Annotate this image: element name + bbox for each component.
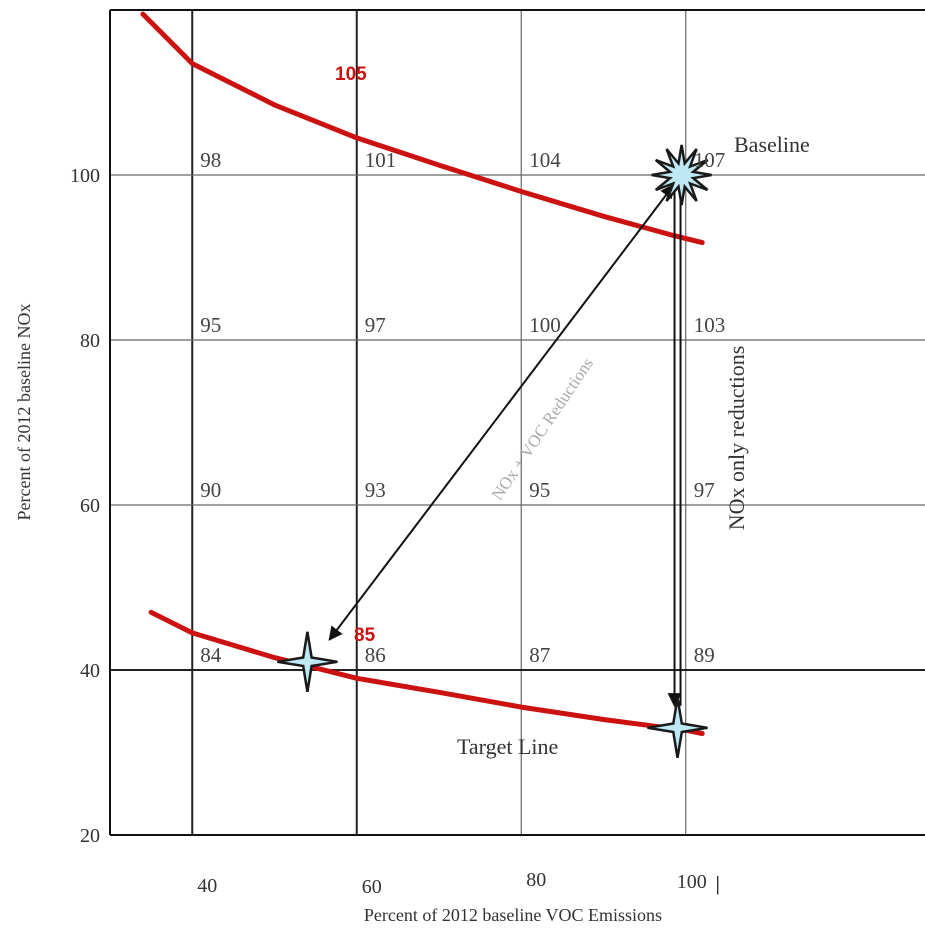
grid-value-60-60: 93: [365, 478, 386, 502]
x-tick-label-40: 40: [197, 875, 217, 897]
grid-value-80-80: 100: [529, 313, 561, 337]
point-nox-only-target: [647, 697, 708, 759]
points: [277, 144, 712, 759]
grid-value-80-60: 95: [529, 478, 550, 502]
curve-105: [140, 11, 705, 246]
baseline-label: Baseline: [734, 132, 810, 157]
point-baseline: [651, 144, 712, 206]
grid-value-40-60: 90: [200, 478, 221, 502]
arrow-nox-voc: [328, 183, 675, 641]
point-nox-voc-target: [277, 631, 338, 693]
plot-frame: [109, 9, 925, 836]
grid-value-100-80: 103: [694, 313, 726, 337]
curves: [140, 11, 705, 736]
x-extra-mark: |: [716, 873, 720, 895]
x-tick-label-60: 60: [362, 876, 382, 898]
y-tick-label-60: 60: [80, 495, 100, 517]
grid-value-100-40: 89: [694, 643, 715, 667]
grid-value-40-100: 98: [200, 148, 221, 172]
grid-value-100-60: 97: [694, 478, 715, 502]
x-tick-label-80: 80: [526, 869, 546, 891]
grid-value-60-100: 101: [365, 148, 397, 172]
y-tick-label-80: 80: [80, 330, 100, 352]
x-axis-title: Percent of 2012 baseline VOC Emissions: [364, 905, 662, 925]
labels: 20 40 60 80 100 40 60 80 100 | Percent of 2012 bas…: [14, 64, 725, 925]
arrows: [328, 183, 682, 708]
curve-label-85: 85: [354, 625, 376, 646]
y-axis-title: Percent of 2012 baseline NOx: [14, 304, 34, 521]
grid-value-100-100: 107: [694, 148, 726, 172]
grid-value-60-80: 97: [365, 313, 386, 337]
x-tick-label-100: 100: [677, 871, 707, 893]
grid-value-80-40: 87: [529, 643, 550, 667]
y-tick-label-100: 100: [70, 165, 100, 187]
grid-value-80-100: 104: [529, 148, 561, 172]
y-tick-label-40: 40: [80, 660, 100, 682]
target-line-label: Target Line: [457, 734, 558, 759]
grid-value-40-40: 84: [200, 643, 222, 667]
nox-only-label: NOx only reductions: [724, 346, 749, 531]
curve-85: [148, 609, 705, 736]
curve-label-105: 105: [335, 64, 367, 85]
y-tick-label-20: 20: [80, 825, 100, 847]
grid-value-40-80: 95: [200, 313, 221, 337]
grid-value-60-40: 86: [365, 643, 386, 667]
